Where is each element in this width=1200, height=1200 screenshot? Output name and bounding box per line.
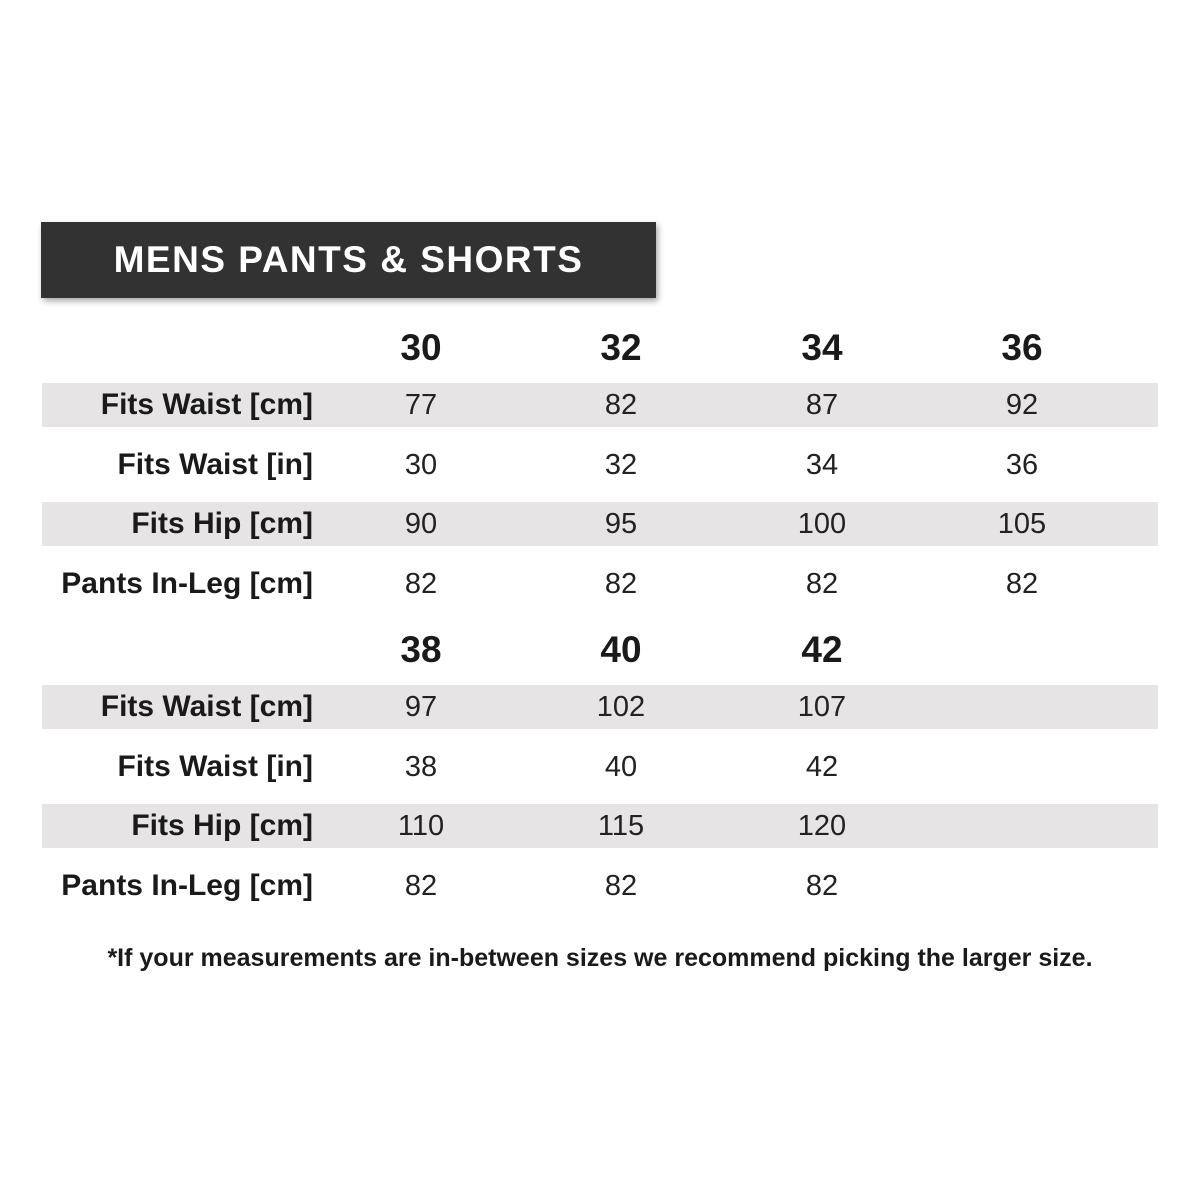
table-cell: 30 (404, 449, 438, 481)
table-cell: 34 (805, 449, 839, 481)
table-cell: 105 (997, 508, 1047, 540)
table-cell: 82 (604, 389, 638, 421)
table-row: Fits Hip [cm] 110 115 120 (42, 804, 1158, 848)
table-cell: 82 (404, 568, 438, 600)
table-row: Pants In-Leg [cm] 82 82 82 (42, 864, 1158, 908)
row-label: Fits Waist [in] (117, 750, 313, 783)
table-cell: 82 (604, 870, 638, 902)
table-cell: 77 (404, 389, 438, 421)
table-cell: 115 (597, 810, 645, 842)
size-header: 34 (801, 327, 843, 368)
table-cell: 120 (797, 810, 847, 842)
table-row: Fits Hip [cm] 90 95 100 105 (42, 502, 1158, 546)
table-cell: 90 (404, 508, 438, 540)
table-row: Fits Waist [in] 38 40 42 (42, 745, 1158, 789)
table-cell: 110 (397, 810, 445, 842)
table-cell: 82 (805, 870, 839, 902)
page-title: MENS PANTS & SHORTS (113, 239, 584, 280)
table-cell: 87 (805, 389, 839, 421)
row-label: Fits Waist [cm] (100, 388, 313, 421)
table-cell: 95 (604, 508, 638, 540)
table-cell: 82 (805, 568, 839, 600)
size-header-row: 30 32 34 36 (0, 323, 1200, 373)
size-header: 32 (600, 327, 642, 368)
table-cell: 107 (797, 691, 847, 723)
row-label: Pants In-Leg [cm] (61, 869, 313, 902)
table-row: Pants In-Leg [cm] 82 82 82 82 (42, 562, 1158, 606)
footnote: *If your measurements are in-between siz… (107, 944, 1093, 972)
table-cell: 40 (604, 751, 638, 783)
size-header-row: 38 40 42 (0, 625, 1200, 675)
table-cell: 82 (604, 568, 638, 600)
table-cell: 42 (805, 751, 839, 783)
size-header: 40 (600, 629, 642, 670)
table-row: Fits Waist [in] 30 32 34 36 (42, 443, 1158, 487)
table-row: Fits Waist [cm] 97 102 107 (42, 685, 1158, 729)
table-cell: 36 (1005, 449, 1039, 481)
table-cell: 32 (604, 449, 638, 481)
table-cell: 92 (1005, 389, 1039, 421)
row-label: Fits Waist [cm] (100, 690, 313, 723)
size-header: 36 (1001, 327, 1043, 368)
row-label: Fits Hip [cm] (131, 507, 313, 540)
row-label: Fits Waist [in] (117, 448, 313, 481)
table-cell: 100 (797, 508, 847, 540)
table-cell: 38 (404, 751, 438, 783)
table-row: Fits Waist [cm] 77 82 87 92 (42, 383, 1158, 427)
row-label: Fits Hip [cm] (131, 809, 313, 842)
size-header: 30 (400, 327, 442, 368)
size-header: 38 (400, 629, 442, 670)
row-label: Pants In-Leg [cm] (61, 567, 313, 600)
table-cell: 97 (404, 691, 438, 723)
table-cell: 102 (596, 691, 646, 723)
table-cell: 82 (404, 870, 438, 902)
title-banner: MENS PANTS & SHORTS (41, 222, 656, 298)
table-cell: 82 (1005, 568, 1039, 600)
size-header: 42 (801, 629, 843, 670)
